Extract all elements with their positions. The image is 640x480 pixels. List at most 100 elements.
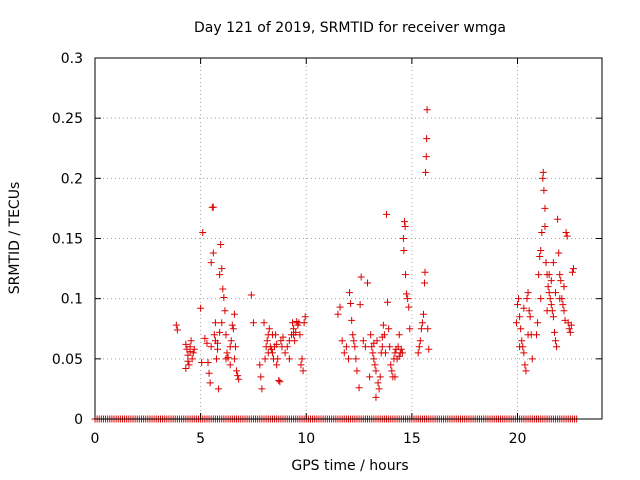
data-point xyxy=(285,355,293,363)
data-point xyxy=(216,328,224,336)
data-point xyxy=(222,331,230,339)
data-point xyxy=(539,168,547,176)
data-point xyxy=(260,319,268,327)
data-point xyxy=(540,186,548,194)
data-point xyxy=(391,373,399,381)
data-point xyxy=(297,361,305,369)
data-point xyxy=(348,316,356,324)
data-point xyxy=(357,273,365,281)
data-point xyxy=(538,228,546,236)
data-point xyxy=(569,265,577,273)
data-point xyxy=(541,204,549,212)
data-point xyxy=(402,271,410,279)
data-point xyxy=(560,307,568,315)
data-point xyxy=(381,349,389,357)
data-point xyxy=(367,331,375,339)
data-point xyxy=(422,153,430,161)
data-point xyxy=(273,361,281,369)
data-point xyxy=(214,345,222,353)
data-point xyxy=(227,337,235,345)
axis-ticks: 0 5 10 15 20 0 0.05 0.1 0.15 0.2 0.25 0.3 xyxy=(52,51,602,447)
data-point xyxy=(256,361,264,369)
data-point xyxy=(289,319,297,327)
data-point xyxy=(552,289,560,297)
data-point xyxy=(523,295,531,303)
data-point xyxy=(215,385,223,393)
data-point xyxy=(537,247,545,255)
data-point xyxy=(372,367,380,375)
data-point xyxy=(298,355,306,363)
data-point xyxy=(268,331,276,339)
data-point xyxy=(182,364,190,372)
data-point xyxy=(281,349,289,357)
data-point xyxy=(221,307,229,315)
data-point xyxy=(338,337,346,345)
data-point xyxy=(514,301,521,309)
x-tick-label: 5 xyxy=(196,431,205,447)
data-point xyxy=(351,343,359,351)
data-point xyxy=(545,271,553,279)
data-point xyxy=(557,277,565,285)
data-point xyxy=(283,343,291,351)
data-point xyxy=(421,279,429,287)
data-point xyxy=(563,232,571,240)
data-point xyxy=(379,321,387,329)
data-point xyxy=(222,355,230,363)
data-point xyxy=(553,343,561,351)
data-point xyxy=(376,373,384,381)
data-point xyxy=(512,319,520,327)
data-point xyxy=(543,307,551,315)
data-point xyxy=(387,361,395,369)
data-point xyxy=(522,367,530,375)
data-point xyxy=(536,253,544,261)
data-point xyxy=(423,106,431,114)
data-point xyxy=(565,325,573,333)
data-point xyxy=(552,337,560,345)
data-point xyxy=(375,385,383,393)
data-point xyxy=(542,259,550,267)
y-tick-label: 0.05 xyxy=(52,352,83,368)
data-point xyxy=(516,343,524,351)
data-point xyxy=(368,343,376,351)
data-point xyxy=(228,321,236,329)
data-point xyxy=(219,285,227,293)
data-point xyxy=(395,331,403,339)
data-point xyxy=(383,210,391,218)
data-point xyxy=(277,337,285,345)
data-point xyxy=(199,228,207,236)
data-point xyxy=(352,355,360,363)
data-point xyxy=(346,289,354,297)
data-point xyxy=(419,310,427,318)
data-point xyxy=(207,259,215,267)
data-point xyxy=(187,337,195,345)
data-point xyxy=(185,361,193,369)
data-point xyxy=(555,249,563,257)
x-tick-label: 20 xyxy=(509,431,527,447)
data-point xyxy=(559,301,567,309)
data-point xyxy=(273,340,281,348)
data-point xyxy=(404,295,412,303)
data-point xyxy=(197,304,205,312)
data-point xyxy=(398,349,406,357)
data-point xyxy=(223,349,231,357)
data-point xyxy=(406,325,414,333)
data-point xyxy=(526,313,534,321)
data-point xyxy=(257,373,265,381)
data-point xyxy=(414,349,422,357)
chart-title: Day 121 of 2019, SRMTID for receiver wmg… xyxy=(194,20,506,36)
data-point xyxy=(369,349,377,357)
data-point xyxy=(184,351,192,359)
data-point xyxy=(349,331,357,339)
data-point xyxy=(230,355,238,363)
data-point xyxy=(371,361,379,369)
data-point xyxy=(380,331,388,339)
data-point xyxy=(547,277,555,285)
data-point xyxy=(296,331,304,339)
data-point xyxy=(217,241,225,249)
data-point xyxy=(388,367,396,375)
data-point xyxy=(401,222,409,230)
data-point xyxy=(276,378,284,386)
data-point xyxy=(556,271,564,279)
data-point xyxy=(361,343,369,351)
